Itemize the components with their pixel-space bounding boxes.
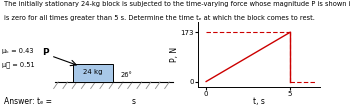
Text: Answer: tₑ =: Answer: tₑ = <box>4 97 51 106</box>
Polygon shape <box>73 64 113 82</box>
Text: μₖ = 0.43: μₖ = 0.43 <box>2 48 33 54</box>
Y-axis label: P, N: P, N <box>170 47 179 62</box>
Text: P: P <box>42 48 49 57</box>
Text: 26°: 26° <box>120 72 132 78</box>
Text: 24 kg: 24 kg <box>83 69 103 75</box>
Text: s: s <box>131 97 135 106</box>
X-axis label: t, s: t, s <box>253 97 265 106</box>
Text: The initially stationary 24-kg block is subjected to the time-varying force whos: The initially stationary 24-kg block is … <box>4 1 350 7</box>
Text: μ⁳ = 0.51: μ⁳ = 0.51 <box>2 61 34 68</box>
Text: is zero for all times greater than 5 s. Determine the time tₑ at which the block: is zero for all times greater than 5 s. … <box>4 15 314 21</box>
